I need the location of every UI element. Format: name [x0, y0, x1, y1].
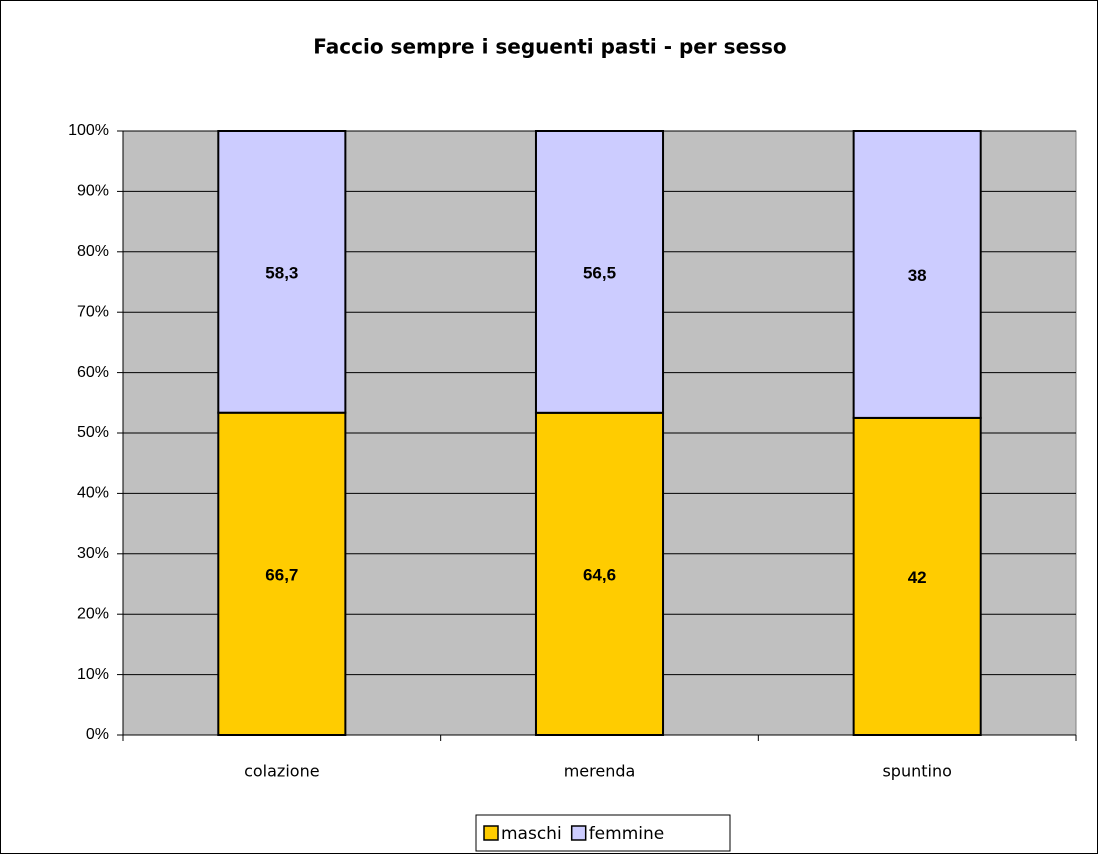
value-label: 42 [908, 568, 927, 587]
value-label: 58,3 [265, 263, 298, 282]
legend-box [475, 814, 731, 852]
value-label: 56,5 [583, 263, 616, 282]
y-tick-label: 70% [77, 303, 109, 320]
legend-label: maschi [501, 824, 562, 844]
y-tick-label: 30% [77, 545, 109, 562]
bar-segment [534, 130, 665, 414]
bar-segment [534, 411, 665, 736]
bar-segment [852, 416, 982, 736]
y-tick-label: 100% [68, 122, 109, 139]
chart-title: Faccio sempre i seguenti pasti - per ses… [313, 35, 786, 59]
value-label: 64,6 [583, 565, 616, 584]
y-tick-label: 10% [77, 666, 109, 683]
x-tick-label: merenda [564, 762, 636, 781]
y-tick-label: 40% [77, 485, 109, 502]
y-tick-label: 0% [86, 726, 109, 743]
legend-swatch [483, 825, 499, 841]
value-label: 38 [908, 266, 927, 285]
bar-segment [217, 130, 347, 414]
legend-swatch [570, 825, 587, 841]
legend-label: femmine [589, 824, 665, 844]
y-tick-label: 60% [77, 364, 109, 381]
bar-segment [852, 130, 982, 419]
y-tick-label: 90% [77, 183, 109, 200]
value-label: 66,7 [265, 565, 298, 584]
y-tick-label: 20% [77, 605, 109, 622]
x-tick-label: spuntino [882, 762, 951, 781]
x-tick-label: colazione [244, 762, 319, 781]
y-tick-label: 80% [77, 243, 109, 260]
bar-segment [217, 411, 347, 736]
y-tick-label: 50% [77, 424, 109, 441]
